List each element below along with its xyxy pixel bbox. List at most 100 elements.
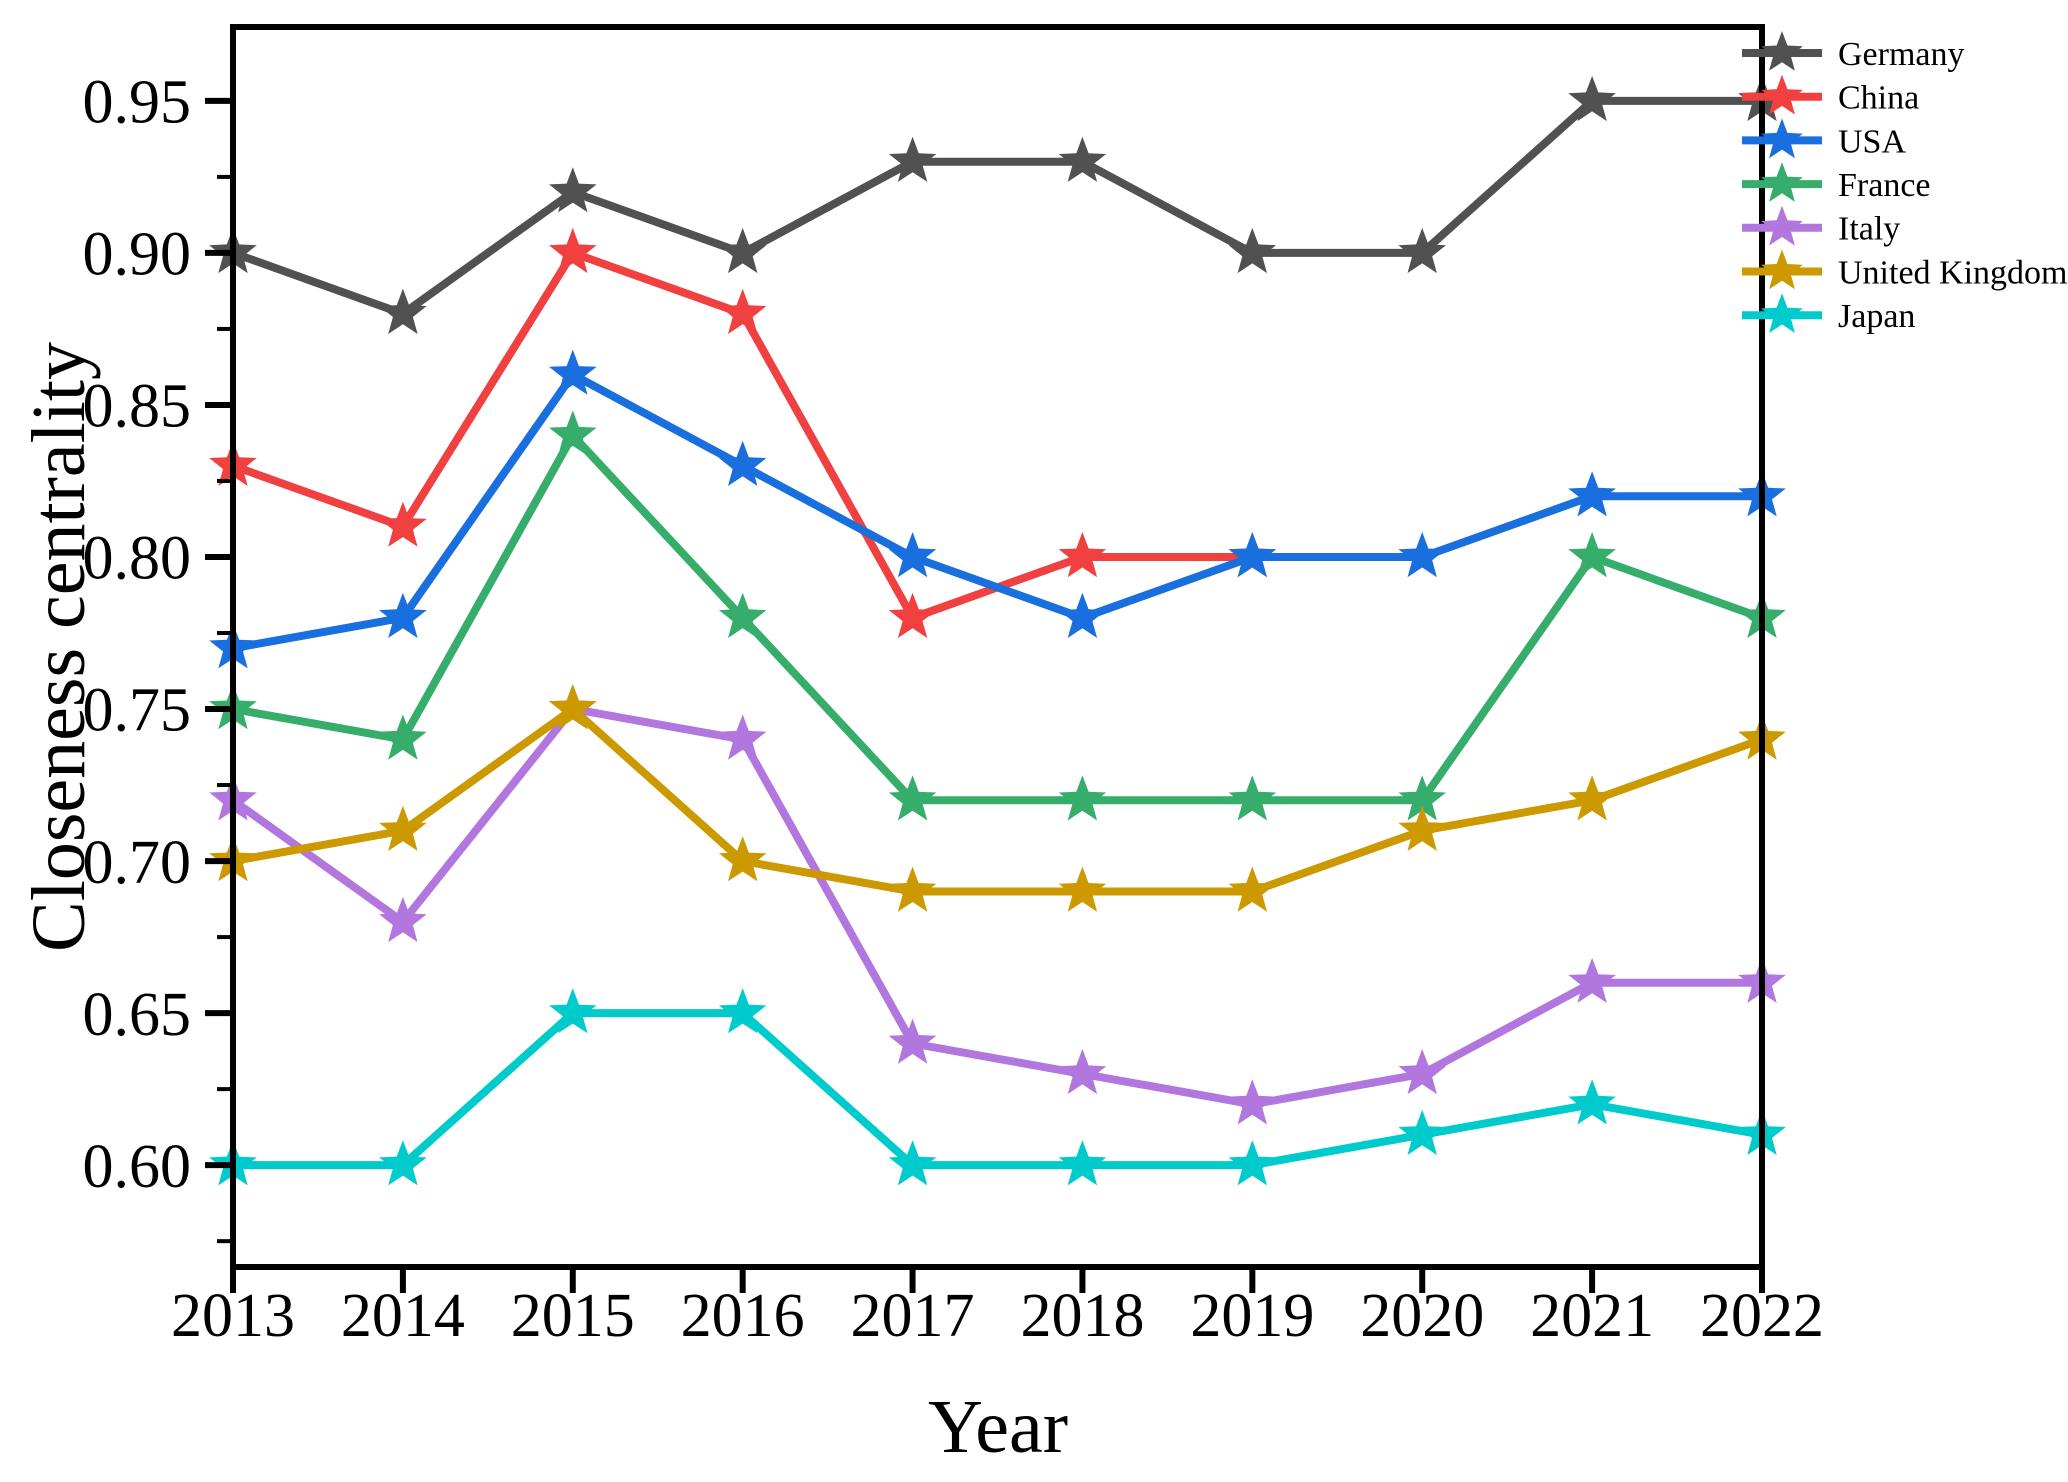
data-point-marker bbox=[1228, 227, 1277, 274]
series-layer bbox=[209, 75, 1786, 1186]
series-line bbox=[229, 1009, 1766, 1170]
data-point-marker bbox=[1568, 957, 1616, 1003]
data-point-marker bbox=[888, 532, 937, 578]
data-point-marker bbox=[1398, 1109, 1446, 1155]
legend-star-icon bbox=[1761, 162, 1803, 202]
data-point-marker bbox=[1058, 1140, 1107, 1186]
series-japan bbox=[209, 988, 1786, 1186]
data-point-marker bbox=[549, 167, 597, 213]
legend-label: Italy bbox=[1838, 211, 1900, 248]
x-tick-label: 2017 bbox=[851, 1282, 975, 1350]
legend-label: Germany bbox=[1838, 36, 1965, 73]
data-point-marker bbox=[549, 988, 597, 1034]
series-china bbox=[209, 227, 1277, 638]
data-point-marker bbox=[1058, 136, 1107, 182]
data-point-marker bbox=[1058, 1048, 1107, 1095]
data-point-marker bbox=[1058, 775, 1107, 821]
data-point-marker bbox=[888, 136, 937, 182]
data-point-marker bbox=[379, 805, 427, 851]
legend-item-france: France bbox=[1742, 162, 1931, 204]
legend-item-united-kingdom: United Kingdom bbox=[1742, 249, 2067, 291]
legend: Germany China USA France Italy United Kingdom… bbox=[1742, 31, 2067, 335]
data-point-marker bbox=[1568, 1079, 1616, 1125]
legend-item-china: China bbox=[1742, 74, 1919, 117]
data-point-marker bbox=[1228, 532, 1277, 578]
data-point-marker bbox=[1058, 866, 1107, 912]
legend-item-germany: Germany bbox=[1742, 31, 1965, 73]
data-point-marker bbox=[1398, 775, 1446, 821]
data-point-marker bbox=[1228, 866, 1277, 912]
data-point-marker bbox=[718, 714, 767, 760]
legend-label: Japan bbox=[1838, 298, 1915, 335]
data-point-marker bbox=[1568, 532, 1616, 578]
legend-item-italy: Italy bbox=[1742, 205, 1900, 248]
data-point-marker bbox=[718, 288, 767, 334]
series-line bbox=[229, 370, 1766, 653]
y-tick-label: 0.85 bbox=[83, 373, 192, 441]
y-tick-label: 0.80 bbox=[83, 525, 192, 593]
series-italy bbox=[209, 684, 1786, 1125]
data-point-marker bbox=[549, 410, 597, 456]
data-point-marker bbox=[549, 227, 597, 274]
y-tick-label: 0.90 bbox=[83, 221, 192, 289]
data-point-marker bbox=[549, 684, 597, 730]
data-point-marker bbox=[1398, 1048, 1446, 1095]
data-point-marker bbox=[379, 592, 427, 638]
data-point-marker bbox=[1228, 1079, 1277, 1125]
data-point-marker bbox=[888, 592, 937, 638]
legend-star-icon bbox=[1761, 118, 1803, 159]
data-point-marker bbox=[1568, 775, 1616, 821]
x-tick-label: 2016 bbox=[681, 1282, 805, 1350]
data-point-marker bbox=[379, 501, 427, 547]
x-tick-label: 2019 bbox=[1190, 1282, 1314, 1350]
data-point-marker bbox=[718, 592, 767, 638]
x-tick-label: 2018 bbox=[1020, 1282, 1144, 1350]
y-tick-label: 0.70 bbox=[83, 829, 192, 897]
y-tick-label: 0.65 bbox=[83, 981, 192, 1049]
legend-label: USA bbox=[1838, 123, 1906, 160]
data-point-marker bbox=[1398, 805, 1446, 851]
series-line bbox=[229, 705, 1766, 896]
x-tick-label: 2014 bbox=[341, 1282, 465, 1350]
data-point-marker bbox=[1058, 532, 1107, 578]
data-point-marker bbox=[718, 988, 767, 1034]
axes-layer: 0.60 0.65 0.70 0.75 0.80 0.85 0.90 0.95 2013 2014… bbox=[83, 24, 1824, 1350]
x-tick-label: 2020 bbox=[1360, 1282, 1484, 1350]
legend-label: China bbox=[1838, 80, 1919, 117]
data-point-marker bbox=[1228, 1140, 1277, 1186]
data-point-marker bbox=[379, 1140, 427, 1186]
legend-label: United Kingdom bbox=[1838, 254, 2067, 291]
series-germany bbox=[209, 75, 1786, 334]
x-tick-label: 2015 bbox=[511, 1282, 635, 1350]
legend-item-japan: Japan bbox=[1742, 293, 1915, 335]
y-axis-title: Closeness centrality bbox=[17, 342, 101, 952]
data-point-marker bbox=[1398, 532, 1446, 578]
data-point-marker bbox=[379, 288, 427, 334]
data-point-marker bbox=[1058, 592, 1107, 638]
x-tick-label: 2022 bbox=[1700, 1282, 1824, 1350]
legend-star-icon bbox=[1761, 249, 1803, 290]
y-tick-label: 0.60 bbox=[83, 1133, 192, 1201]
y-tick-label: 0.75 bbox=[83, 677, 192, 745]
x-tick-label: 2021 bbox=[1530, 1282, 1654, 1350]
x-axis-title: Year bbox=[928, 1385, 1068, 1469]
data-point-marker bbox=[549, 349, 597, 395]
data-point-marker bbox=[718, 440, 767, 486]
legend-label: France bbox=[1838, 167, 1931, 204]
x-tick-label: 2013 bbox=[171, 1282, 295, 1350]
data-point-marker bbox=[888, 1018, 937, 1064]
series-line bbox=[229, 705, 1766, 1109]
legend-item-usa: USA bbox=[1742, 118, 1906, 160]
series-line bbox=[229, 431, 1766, 805]
data-point-marker bbox=[718, 836, 767, 882]
data-point-marker bbox=[1398, 227, 1446, 274]
data-point-marker bbox=[1228, 775, 1277, 821]
data-point-marker bbox=[888, 1140, 937, 1186]
data-point-marker bbox=[1568, 471, 1616, 517]
legend-star-icon bbox=[1761, 74, 1803, 115]
series-line bbox=[229, 96, 1766, 318]
data-point-marker bbox=[888, 866, 937, 912]
plot-border bbox=[230, 24, 1765, 1270]
